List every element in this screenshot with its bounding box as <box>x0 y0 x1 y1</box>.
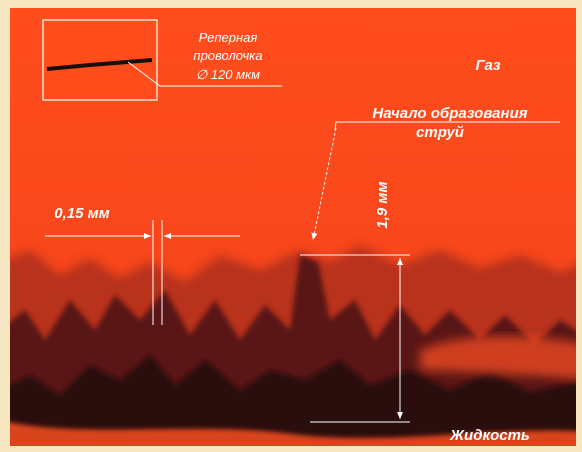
jet-onset-label: струй <box>416 124 464 141</box>
jet-onset-label: Начало образования <box>372 105 527 122</box>
liquid-label: Жидкость <box>449 427 530 444</box>
reference-wire <box>46 58 153 71</box>
height-label: 1,9 мм <box>374 181 391 228</box>
gas-label: Газ <box>475 57 500 74</box>
gap-extension <box>152 220 163 325</box>
height-extension <box>300 254 410 423</box>
gap-label: 0,15 мм <box>54 205 110 222</box>
wire-label: Реперная <box>199 30 258 45</box>
jet-onset-line <box>334 121 560 131</box>
wire-label: проволочка <box>193 48 262 63</box>
liquid-jets <box>10 245 576 446</box>
wire-label: ∅ 120 мкм <box>196 67 260 82</box>
jet-onset-arrow <box>311 127 337 241</box>
wire-leader <box>127 61 282 87</box>
